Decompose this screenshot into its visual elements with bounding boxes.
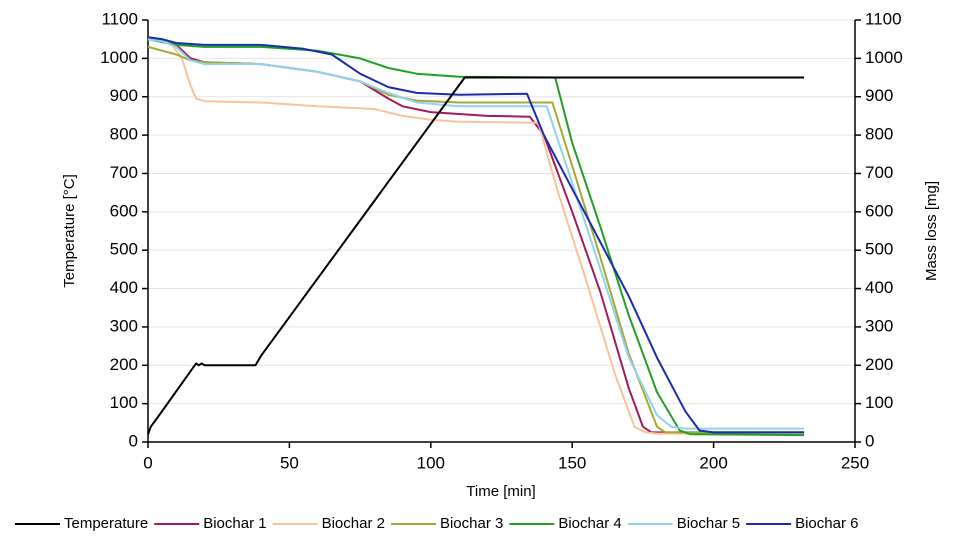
y-tick-label: 400 xyxy=(110,278,138,297)
x-axis-label: Time [min] xyxy=(466,483,535,500)
y2-tick-label: 300 xyxy=(865,316,893,335)
y2-tick-label: 700 xyxy=(865,163,893,182)
x-tick-label: 0 xyxy=(143,453,152,472)
y2-axis-label: Mass loss [mg] xyxy=(923,181,940,281)
y-tick-label: 600 xyxy=(110,201,138,220)
y2-tick-label: 400 xyxy=(865,278,893,297)
y-axis-label: Temperature [°C] xyxy=(61,174,78,288)
legend-label: Temperature xyxy=(64,515,148,532)
y2-tick-label: 0 xyxy=(865,431,874,450)
y-tick-label: 800 xyxy=(110,125,138,144)
legend-label: Biochar 5 xyxy=(677,515,740,532)
y-tick-label: 1000 xyxy=(100,48,138,67)
x-tick-label: 50 xyxy=(280,453,299,472)
series-line xyxy=(147,45,805,434)
series-line xyxy=(147,76,805,435)
x-tick-label: 250 xyxy=(841,453,869,472)
y-tick-label: 700 xyxy=(110,163,138,182)
y-tick-label: 0 xyxy=(129,431,138,450)
x-tick-label: 150 xyxy=(558,453,586,472)
y2-tick-label: 800 xyxy=(865,125,893,144)
y2-tick-label: 1100 xyxy=(865,9,902,28)
series-line xyxy=(147,38,805,435)
y2-tick-label: 900 xyxy=(865,86,893,105)
y-tick-label: 500 xyxy=(110,240,138,259)
y2-tick-label: 1000 xyxy=(865,48,903,67)
y2-tick-label: 200 xyxy=(865,355,893,374)
y-tick-label: 200 xyxy=(110,355,138,374)
y2-tick-label: 500 xyxy=(865,240,893,259)
legend-label: Biochar 2 xyxy=(322,515,385,532)
series-line xyxy=(147,38,805,437)
x-tick-label: 100 xyxy=(417,453,445,472)
x-tick-label: 200 xyxy=(699,453,727,472)
legend-label: Biochar 6 xyxy=(795,515,858,532)
legend-label: Biochar 4 xyxy=(558,515,621,532)
series-line xyxy=(147,36,805,434)
legend-label: Biochar 3 xyxy=(440,515,503,532)
y-tick-label: 900 xyxy=(110,86,138,105)
series-line xyxy=(147,36,805,434)
y-tick-label: 100 xyxy=(110,393,138,412)
legend-label: Biochar 1 xyxy=(203,515,266,532)
y2-tick-label: 100 xyxy=(865,393,893,412)
y-tick-label: 1100 xyxy=(101,9,138,28)
series-line xyxy=(147,38,805,430)
y-tick-label: 300 xyxy=(110,316,138,335)
y2-tick-label: 600 xyxy=(865,201,893,220)
